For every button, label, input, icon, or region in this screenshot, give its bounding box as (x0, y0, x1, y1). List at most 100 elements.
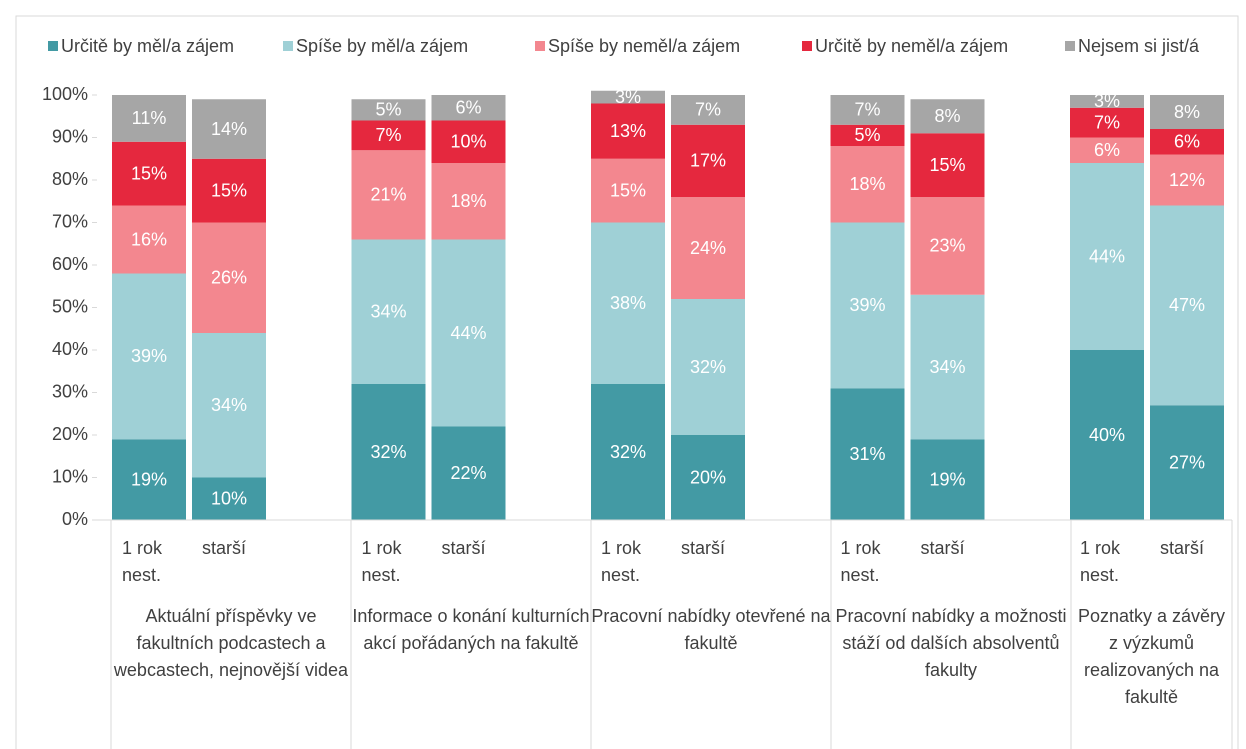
bar-segment (591, 90, 665, 104)
bar-segment (1070, 350, 1144, 520)
data-label: 15% (929, 155, 965, 175)
y-tick-label: 80% (52, 169, 88, 189)
legend-label: Určitě by neměl/a zájem (815, 36, 1008, 56)
bar-segment (1150, 405, 1224, 520)
data-label: 15% (610, 180, 646, 200)
bar-segment (351, 384, 426, 520)
bar-segment (192, 477, 266, 520)
data-label: 18% (450, 191, 486, 211)
group-label: Poznatky a závěry z výzkumů realizovanýc… (1077, 606, 1226, 707)
bar-segment (192, 333, 266, 478)
legend-swatch (802, 41, 812, 51)
bar-segment (1070, 107, 1144, 138)
data-label: 6% (455, 98, 481, 118)
bar-segment (1070, 95, 1144, 108)
data-label: 16% (131, 229, 167, 249)
data-label: 7% (1094, 112, 1120, 132)
data-label: 44% (450, 323, 486, 343)
bar-segment (591, 158, 665, 223)
data-label: 19% (131, 469, 167, 489)
bar-segment (830, 222, 905, 389)
data-label: 32% (370, 442, 406, 462)
bar-segment (112, 273, 186, 440)
data-label: 34% (929, 357, 965, 377)
data-label: 32% (610, 442, 646, 462)
x-tick-label: 1 rok nest. (122, 538, 163, 585)
bar-segment (910, 439, 985, 520)
x-tick-label: starší (681, 538, 726, 558)
y-tick-label: 20% (52, 424, 88, 444)
bar-segment (671, 124, 745, 197)
bar-segment (112, 439, 186, 520)
data-label: 11% (132, 108, 167, 128)
data-label: 15% (131, 163, 167, 183)
bar-segment (192, 99, 266, 159)
group-label: Pracovní nabídky otevřené na fakultě (591, 606, 831, 653)
bar-segment (431, 163, 506, 240)
x-tick-label: starší (920, 538, 965, 558)
group-label: Pracovní nabídky a možnosti stáží od dal… (835, 606, 1067, 680)
legend-label: Spíše by měl/a zájem (296, 36, 468, 56)
bar-segment (1150, 129, 1224, 155)
data-label: 21% (370, 185, 406, 205)
data-label: 17% (690, 151, 726, 171)
data-label: 8% (1174, 102, 1200, 122)
y-tick-label: 90% (52, 126, 88, 146)
x-tick-label: starší (1160, 538, 1205, 558)
data-label: 27% (1169, 452, 1205, 472)
legend-label: Určitě by měl/a zájem (61, 36, 234, 56)
bar-segment (1070, 163, 1144, 350)
data-label: 38% (610, 293, 646, 313)
data-label: 5% (375, 100, 401, 120)
data-label: 6% (1174, 132, 1200, 152)
y-tick-label: 60% (52, 254, 88, 274)
data-label: 24% (690, 238, 726, 258)
bar-segment (1150, 205, 1224, 406)
bar-segment (431, 95, 506, 121)
y-tick-label: 0% (62, 509, 88, 529)
data-label: 19% (929, 469, 965, 489)
data-label: 7% (375, 125, 401, 145)
data-label: 14% (211, 119, 247, 139)
bar-segment (830, 95, 905, 125)
data-label: 22% (450, 463, 486, 483)
group-label: Aktuální příspěvky ve fakultních podcast… (113, 606, 349, 680)
bar-segment (830, 124, 905, 146)
bar-segment (192, 222, 266, 333)
bar-segment (671, 435, 745, 520)
y-tick-label: 70% (52, 211, 88, 231)
y-tick-label: 100% (42, 84, 88, 104)
bar-segment (910, 294, 985, 440)
bar-segment (1070, 137, 1144, 163)
data-label: 32% (690, 357, 726, 377)
data-label: 18% (849, 174, 885, 194)
legend-swatch (283, 41, 293, 51)
bar-segment (830, 146, 905, 223)
data-label: 23% (929, 236, 965, 256)
legend-label: Spíše by neměl/a zájem (548, 36, 740, 56)
bar-segment (112, 141, 186, 206)
data-label: 10% (450, 132, 486, 152)
bar-segment (671, 197, 745, 299)
data-label: 7% (695, 100, 721, 120)
data-label: 8% (934, 106, 960, 126)
bar-segment (1150, 154, 1224, 206)
data-label: 5% (854, 125, 880, 145)
data-label: 31% (849, 444, 885, 464)
data-label: 39% (131, 346, 167, 366)
y-tick-label: 50% (52, 296, 88, 316)
group-label: Informace o konání kulturních akcí pořád… (352, 606, 590, 653)
chart-border (15, 15, 1239, 749)
bar-segment (431, 239, 506, 427)
legend-swatch (48, 41, 58, 51)
x-tick-label: 1 rok nest. (601, 538, 642, 585)
data-label: 3% (1094, 91, 1120, 111)
data-label: 7% (854, 100, 880, 120)
data-label: 47% (1169, 295, 1205, 315)
bar-segment (351, 239, 426, 384)
data-label: 26% (211, 268, 247, 288)
x-tick-label: 1 rok nest. (840, 538, 881, 585)
bar-segment (910, 197, 985, 295)
x-tick-label: 1 rok nest. (361, 538, 402, 585)
